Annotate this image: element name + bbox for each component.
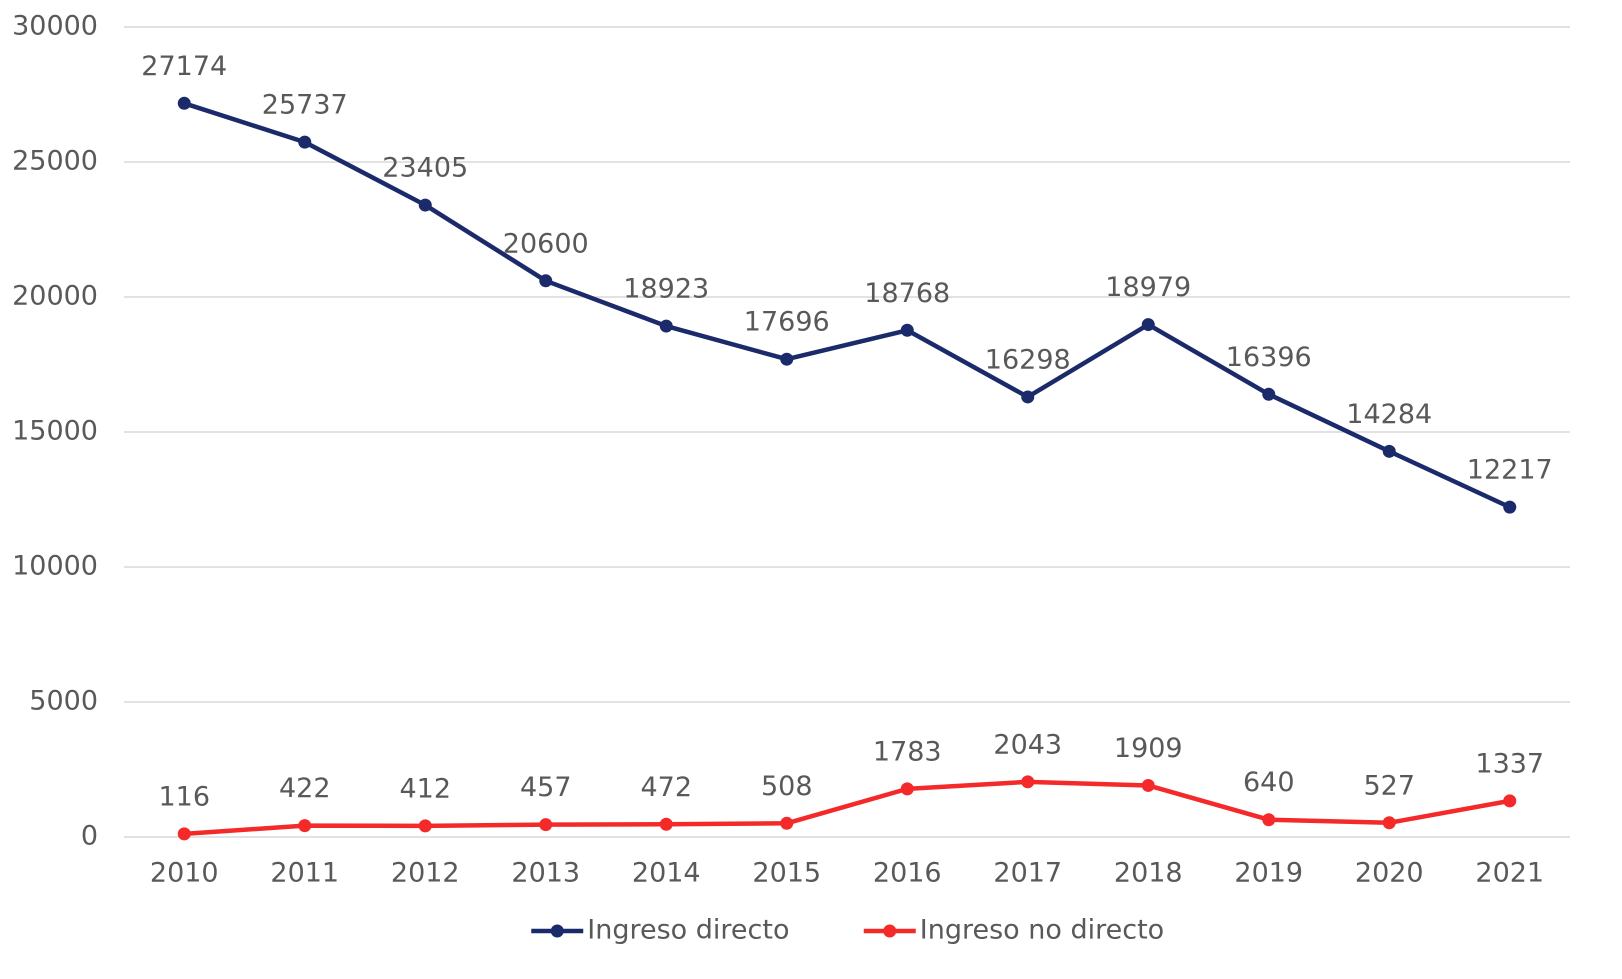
- point: [539, 818, 553, 832]
- data-label: 1337: [1475, 748, 1544, 779]
- point: [780, 816, 794, 830]
- point: [1141, 778, 1155, 792]
- x-tick-label: 2017: [993, 858, 1062, 889]
- data-label: 472: [640, 772, 692, 803]
- point: [900, 782, 914, 796]
- x-tick-label: 2014: [632, 858, 701, 889]
- data-label: 18979: [1105, 272, 1191, 303]
- point: [659, 817, 673, 831]
- point: [298, 135, 312, 149]
- point: [780, 352, 794, 366]
- data-label: 457: [520, 772, 572, 803]
- point: [539, 274, 553, 288]
- point: [1503, 500, 1517, 514]
- data-label: 23405: [382, 153, 468, 184]
- point: [177, 827, 191, 841]
- y-tick-label: 0: [81, 821, 98, 852]
- series-line: [184, 779, 1511, 837]
- x-tick-label: 2019: [1234, 858, 1303, 889]
- y-tick-label: 30000: [12, 11, 98, 42]
- data-label: 640: [1243, 767, 1295, 798]
- y-tick-label: 10000: [12, 551, 98, 582]
- data-label: 1783: [873, 736, 942, 767]
- data-label: 17696: [744, 307, 830, 338]
- data-label: 27174: [141, 51, 227, 82]
- point: [418, 819, 432, 833]
- y-tick-label: 15000: [12, 416, 98, 447]
- point: [1021, 390, 1035, 404]
- point: [1021, 775, 1035, 789]
- y-tick-label: 20000: [12, 281, 98, 312]
- point: [1503, 794, 1517, 808]
- x-tick-label: 2020: [1355, 858, 1424, 889]
- point: [418, 198, 432, 212]
- point: [298, 819, 312, 833]
- data-label: 422: [279, 773, 331, 804]
- data-label: 116: [158, 781, 210, 812]
- data-label: 25737: [262, 90, 348, 121]
- x-tick-label: 2010: [150, 858, 219, 889]
- data-label: 2043: [993, 729, 1062, 760]
- data-label: 12217: [1467, 455, 1553, 486]
- legend-marker: [550, 924, 564, 938]
- y-tick-label: 25000: [12, 146, 98, 177]
- point: [1141, 318, 1155, 332]
- legend-marker: [883, 924, 897, 938]
- x-tick-label: 2015: [752, 858, 821, 889]
- data-label: 18768: [864, 278, 950, 309]
- point: [1382, 816, 1396, 830]
- point: [1262, 813, 1276, 827]
- legend-label: Ingreso no directo: [920, 915, 1164, 946]
- data-label: 16298: [985, 344, 1071, 375]
- point: [900, 323, 914, 337]
- x-tick-label: 2018: [1114, 858, 1183, 889]
- legend-label: Ingreso directo: [587, 915, 789, 946]
- series-line: [183, 101, 1511, 510]
- x-tick-label: 2012: [391, 858, 460, 889]
- point: [177, 96, 191, 110]
- x-tick-label: 2011: [270, 858, 339, 889]
- data-label: 412: [399, 773, 451, 804]
- x-tick-label: 2021: [1475, 858, 1544, 889]
- y-tick-label: 5000: [29, 686, 98, 717]
- data-label: 508: [761, 771, 813, 802]
- point: [1382, 444, 1396, 458]
- point: [1262, 387, 1276, 401]
- data-label: 20600: [503, 228, 589, 259]
- x-tick-label: 2016: [873, 858, 942, 889]
- data-label: 1909: [1114, 733, 1183, 764]
- data-label: 14284: [1346, 399, 1432, 430]
- point: [659, 319, 673, 333]
- data-label: 18923: [623, 274, 709, 305]
- data-label: 527: [1363, 770, 1415, 801]
- x-tick-label: 2013: [511, 858, 580, 889]
- data-label: 16396: [1226, 342, 1312, 373]
